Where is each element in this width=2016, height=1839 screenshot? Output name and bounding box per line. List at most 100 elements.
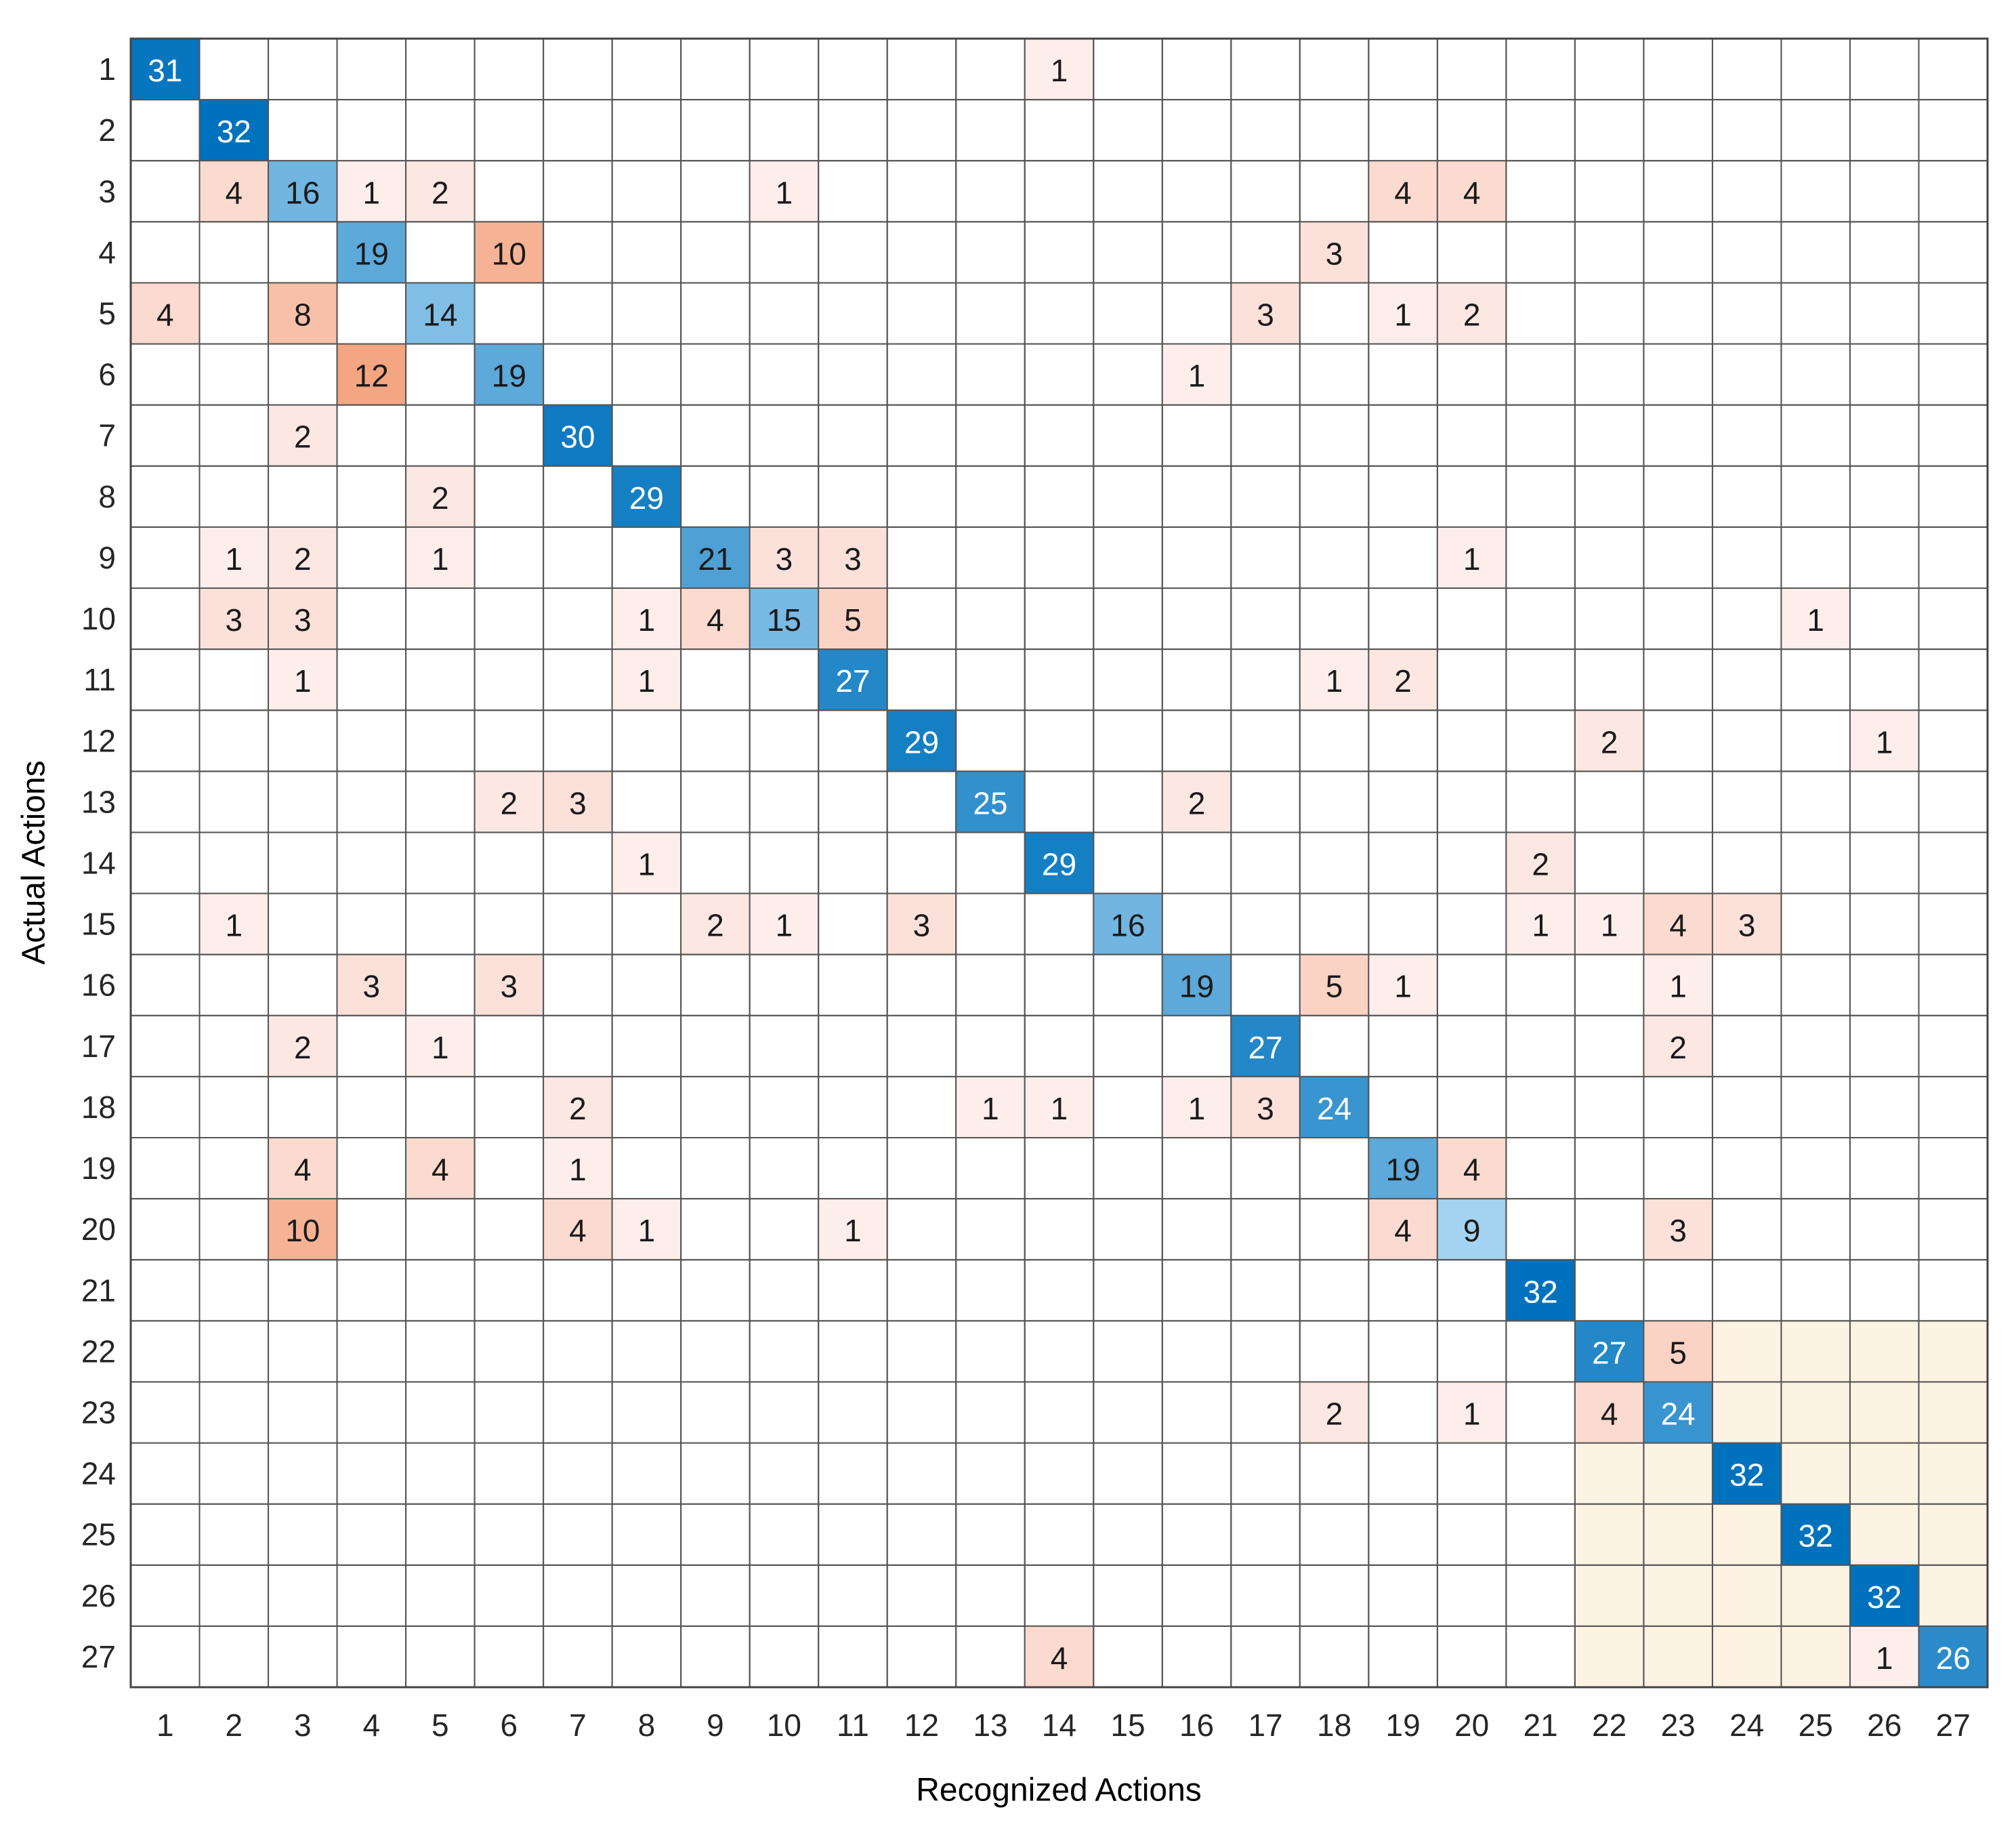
cell-label: 2 [1188,785,1206,821]
cell [198,526,270,590]
y-tick-label: 18 [81,1090,116,1125]
x-tick-label: 10 [767,1708,801,1743]
cell [336,221,407,284]
cell-label: 27 [1248,1030,1282,1065]
cell-label: 32 [1524,1274,1558,1309]
cell-label: 1 [638,663,656,699]
cell-label: 4 [1051,1640,1068,1676]
cell [1299,1381,1370,1444]
cell-label: 1 [1532,908,1549,943]
cell-label: 3 [913,908,931,943]
cell-label: 19 [492,358,526,394]
y-tick-label: 5 [98,296,116,331]
cell-label: 30 [560,419,595,455]
x-tick-label: 14 [1042,1708,1076,1743]
cell-label: 3 [363,969,381,1004]
cell-label: 1 [638,1213,656,1248]
x-tick-label: 23 [1661,1708,1696,1743]
cell-label: 1 [1188,358,1206,394]
cell-label: 29 [904,724,939,760]
x-tick-label: 25 [1799,1708,1833,1743]
cell-label: 12 [354,358,389,394]
cell [1780,587,1851,650]
cell [1436,282,1507,345]
x-tick-label: 1 [156,1708,174,1743]
cell-label: 27 [1592,1335,1626,1370]
x-tick-label: 2 [225,1708,243,1743]
cell [1574,1320,1645,1383]
cell-label: 29 [1042,847,1076,882]
cell [1505,892,1576,955]
x-tick-label: 16 [1179,1708,1214,1743]
y-tick-label: 22 [81,1334,116,1369]
cell [1574,1381,1645,1444]
cell-label: 26 [1936,1640,1971,1676]
y-tick-label: 15 [81,907,116,942]
y-tick-label: 10 [81,601,116,636]
cell [543,770,613,833]
x-tick-label: 24 [1729,1708,1764,1743]
cell-label: 4 [1463,1152,1481,1187]
cell-label: 4 [707,602,724,638]
cell-label: 1 [776,908,793,943]
cell-label: 3 [294,602,312,638]
y-tick-label: 9 [98,540,116,575]
cell-label: 1 [294,663,312,699]
cell [955,770,1026,833]
y-tick-label: 20 [81,1212,116,1247]
y-tick-label: 8 [98,479,116,514]
y-tick-label: 25 [81,1517,116,1552]
cell-label: 1 [844,1213,862,1248]
cell-label: 4 [1394,1213,1412,1248]
cell [268,648,338,711]
x-tick-label: 3 [294,1708,312,1743]
cell-label: 1 [1326,663,1343,699]
cell-label: 2 [707,908,724,943]
x-tick-label: 17 [1248,1708,1282,1743]
cell-label: 29 [629,480,664,516]
cell [1505,831,1576,894]
cell-label: 25 [973,785,1007,821]
cell-label: 2 [569,1091,587,1126]
y-tick-label: 23 [81,1395,116,1430]
cell [1436,526,1507,590]
cell-label: 3 [1257,297,1274,333]
y-tick-label: 13 [81,784,116,819]
cell [474,770,545,833]
cell [886,892,957,955]
cell-label: 2 [501,785,518,821]
cell [405,160,476,223]
y-tick-label: 6 [98,357,116,392]
cell-label: 14 [423,297,457,333]
y-tick-label: 19 [81,1151,116,1186]
cell [336,953,407,1016]
cell-label: 4 [569,1213,587,1248]
y-tick-label: 14 [81,846,116,881]
cell-label: 4 [225,175,243,210]
cell-label: 1 [638,847,656,882]
cell [1574,892,1645,955]
cell-label: 8 [294,297,312,333]
cell [198,892,270,955]
cell-label: 2 [294,1030,312,1065]
cell [1024,1075,1095,1139]
x-tick-label: 7 [569,1708,587,1743]
cell-label: 16 [1110,908,1145,943]
cell-label: 2 [432,175,449,210]
x-tick-label: 15 [1110,1708,1145,1743]
cell-label: 32 [1799,1518,1833,1554]
cell-label: 1 [638,602,656,638]
x-tick-label: 21 [1524,1708,1558,1743]
cell-label: 2 [294,541,312,577]
cell-label: 19 [1179,969,1214,1004]
cell [268,1137,338,1200]
cell-label: 1 [982,1091,999,1126]
cell-label: 24 [1317,1091,1351,1126]
y-tick-label: 11 [83,662,116,697]
y-tick-label: 21 [81,1273,116,1308]
cell-label: 1 [1394,969,1412,1004]
cell [198,99,270,162]
cell [818,648,888,711]
cell-label: 1 [1394,297,1412,333]
cell-label: 4 [1463,175,1481,210]
